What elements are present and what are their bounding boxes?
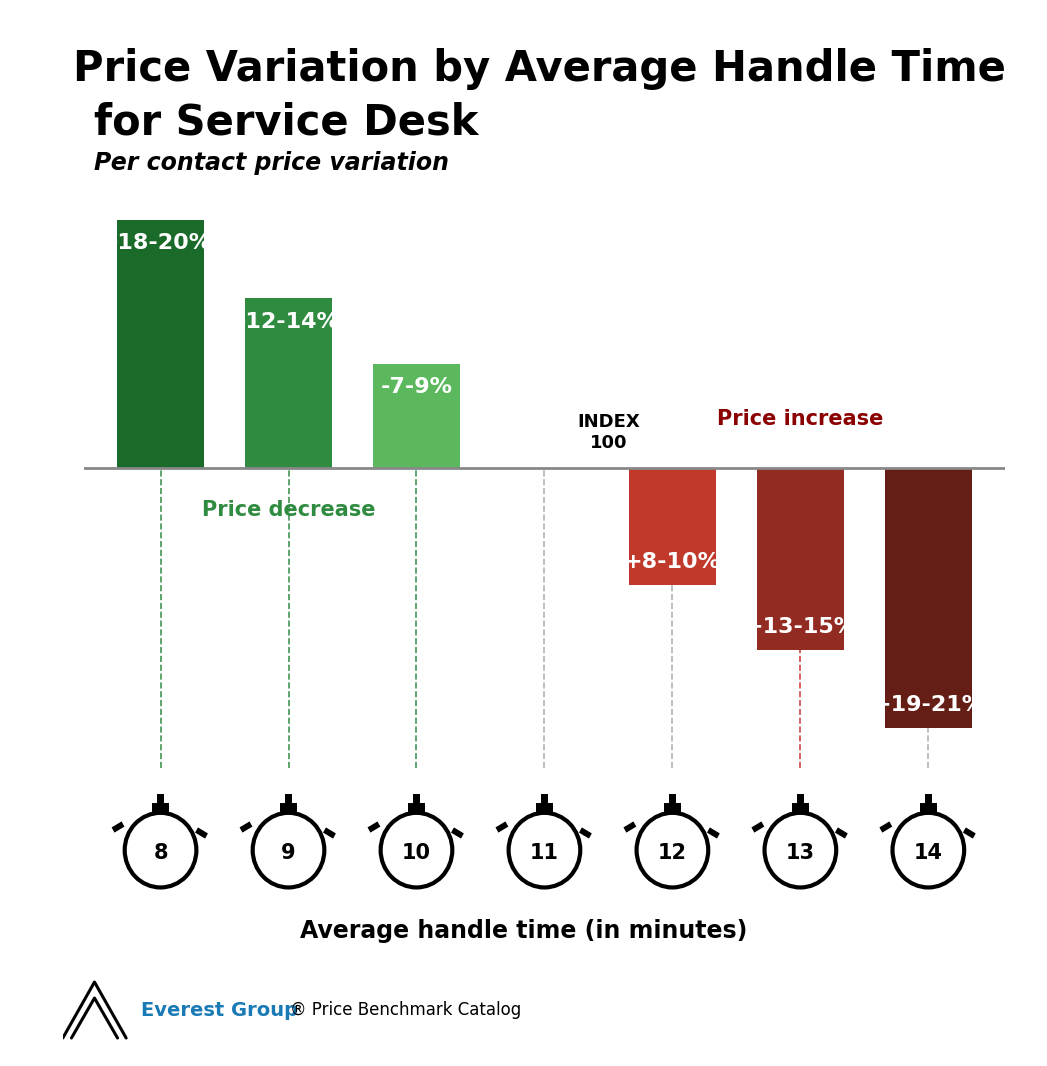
- Bar: [879, 822, 892, 833]
- Bar: [367, 822, 380, 833]
- Bar: [536, 804, 553, 814]
- Bar: [963, 827, 976, 839]
- Bar: [245, 298, 332, 468]
- Bar: [495, 822, 509, 833]
- Bar: [707, 827, 719, 839]
- Text: +13-15%: +13-15%: [744, 617, 856, 637]
- Text: -18-20%: -18-20%: [109, 233, 213, 254]
- Text: 13: 13: [786, 843, 815, 862]
- Bar: [117, 221, 204, 468]
- Text: Average handle time (in minutes): Average handle time (in minutes): [299, 919, 748, 943]
- Text: 8: 8: [153, 843, 168, 862]
- Bar: [797, 794, 804, 804]
- Text: Price increase: Price increase: [717, 408, 884, 429]
- Bar: [757, 468, 844, 650]
- Bar: [157, 794, 164, 804]
- Bar: [408, 804, 425, 814]
- Text: 14: 14: [914, 843, 943, 862]
- Bar: [920, 804, 937, 814]
- Bar: [629, 468, 716, 585]
- Bar: [373, 364, 460, 468]
- Bar: [112, 822, 125, 833]
- Bar: [834, 827, 848, 839]
- Text: 11: 11: [530, 843, 559, 862]
- Bar: [152, 804, 169, 814]
- Bar: [925, 794, 932, 804]
- Bar: [541, 794, 548, 804]
- Bar: [579, 827, 592, 839]
- Bar: [285, 794, 292, 804]
- Text: Price Variation by Average Handle Time: Price Variation by Average Handle Time: [73, 48, 1006, 90]
- Bar: [664, 804, 681, 814]
- Text: Per contact price variation: Per contact price variation: [94, 151, 449, 176]
- Text: 10: 10: [402, 843, 431, 862]
- Text: +19-21%: +19-21%: [872, 695, 984, 715]
- Bar: [792, 804, 808, 814]
- Text: -7-9%: -7-9%: [380, 376, 452, 397]
- Bar: [669, 794, 676, 804]
- Bar: [324, 827, 336, 839]
- Bar: [240, 822, 252, 833]
- Text: ® Price Benchmark Catalog: ® Price Benchmark Catalog: [290, 1001, 521, 1019]
- Text: +8-10%: +8-10%: [624, 552, 721, 572]
- Text: 12: 12: [658, 843, 687, 862]
- Bar: [413, 794, 420, 804]
- Text: INDEX
100: INDEX 100: [577, 414, 640, 452]
- Bar: [885, 468, 972, 728]
- Text: -12-14%: -12-14%: [237, 311, 340, 332]
- Bar: [752, 822, 764, 833]
- Bar: [195, 827, 208, 839]
- Text: 9: 9: [282, 843, 296, 862]
- Text: Price decrease: Price decrease: [202, 500, 375, 520]
- Bar: [281, 804, 297, 814]
- Bar: [623, 822, 637, 833]
- Text: Everest Group: Everest Group: [140, 1001, 297, 1019]
- Bar: [451, 827, 464, 839]
- Text: for Service Desk: for Service Desk: [94, 101, 478, 143]
